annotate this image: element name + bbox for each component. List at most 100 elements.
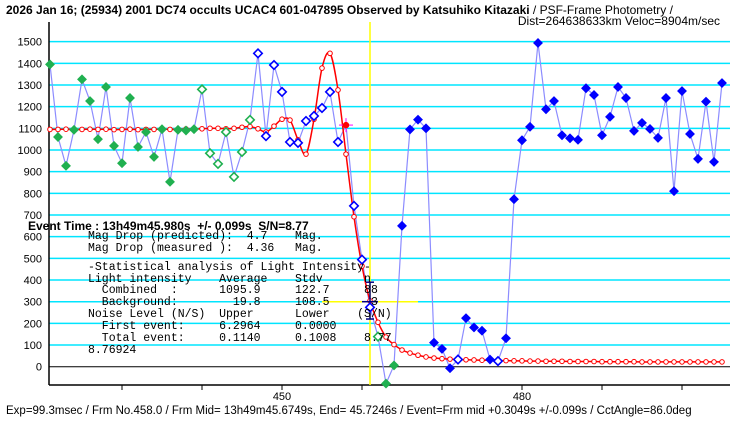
model-point	[535, 358, 541, 364]
model-point	[111, 126, 117, 133]
observed-point	[429, 337, 439, 348]
event-time: Event Time : 13h49m45.980s +/- 0.099s S/…	[28, 219, 309, 233]
observed-point	[661, 93, 671, 103]
model-point	[383, 334, 389, 340]
observed-point	[125, 93, 135, 103]
observed-point	[244, 114, 256, 126]
y-tick-label: 1400	[18, 58, 42, 70]
observed-point	[324, 86, 336, 98]
observed-point	[573, 134, 583, 145]
model-point	[423, 354, 429, 360]
observed-point	[492, 355, 504, 367]
model-point	[319, 65, 325, 71]
observed-point	[701, 96, 711, 107]
observed-point	[685, 129, 695, 139]
y-tick-label: 400	[24, 275, 42, 287]
observed-point	[389, 360, 399, 371]
observed-point	[141, 127, 151, 137]
model-point	[119, 126, 125, 133]
observed-point	[517, 135, 527, 146]
observed-point	[557, 130, 567, 141]
model-point	[615, 358, 621, 365]
stat-line: Background: 19.8 108.5 3	[88, 296, 378, 309]
model-point	[503, 357, 509, 364]
model-point	[95, 126, 101, 133]
model-point	[583, 358, 589, 365]
model-point	[103, 126, 109, 132]
model-point	[335, 87, 341, 93]
chart-subtitle: Dist=264638633km Veloc=8904m/sec	[517, 14, 720, 28]
stat-line: 8.76924	[88, 344, 137, 357]
model-point	[671, 359, 677, 365]
model-point	[231, 125, 237, 132]
observed-point	[292, 137, 304, 149]
model-point	[135, 126, 141, 133]
observed-point	[613, 81, 623, 92]
model-point	[543, 358, 549, 365]
observed-point	[93, 134, 103, 145]
observed-point	[397, 220, 407, 231]
observed-point	[268, 59, 280, 71]
observed-point	[157, 124, 167, 135]
model-point	[439, 355, 445, 362]
observed-point	[348, 200, 360, 212]
model-point	[343, 151, 349, 157]
model-point	[567, 358, 573, 365]
model-point	[151, 126, 157, 133]
observed-point	[629, 125, 639, 136]
observed-point	[284, 136, 296, 148]
observed-point	[381, 378, 391, 389]
observed-point	[597, 130, 607, 141]
observed-point	[189, 124, 199, 135]
observed-point	[260, 130, 272, 142]
observed-point	[413, 114, 423, 125]
title-main: 2026 Jan 16; (25934) 2001 DC74 occults U…	[6, 3, 530, 17]
observed-point	[204, 147, 216, 159]
y-tick-label: 900	[24, 167, 42, 179]
y-tick-label: 700	[24, 210, 42, 222]
observed-point	[316, 102, 328, 114]
stat-line: Mag Drop (measured ): 4.36 Mag.	[88, 242, 323, 255]
observed-point	[485, 354, 495, 365]
observed-point	[605, 111, 615, 122]
observed-point	[533, 38, 543, 48]
model-point	[575, 358, 581, 365]
observed-point	[45, 59, 55, 70]
y-tick-label: 600	[24, 232, 42, 244]
observed-point	[212, 158, 224, 170]
observed-point	[61, 160, 71, 171]
observed-point	[228, 171, 240, 183]
model-point	[663, 359, 669, 365]
model-point	[599, 358, 605, 365]
model-point	[719, 359, 725, 365]
model-point	[167, 126, 173, 133]
observed-point	[342, 121, 350, 129]
model-point	[631, 358, 637, 365]
footer-info: Exp=99.3msec / Frm No.458.0 / Frm Mid= 1…	[6, 405, 692, 417]
model-point	[239, 124, 245, 131]
model-point	[471, 357, 477, 363]
observed-point	[196, 83, 208, 95]
model-point	[199, 125, 205, 132]
model-point	[527, 358, 533, 364]
observed-point	[452, 354, 464, 365]
observed-point	[501, 333, 511, 344]
y-tick-label: 1500	[18, 37, 42, 49]
model-point	[415, 352, 421, 359]
y-tick-label: 100	[24, 340, 42, 352]
stat-line: First event: 6.2964 0.0000	[88, 320, 337, 333]
stat-line: Light intensity Average Stdv n	[88, 273, 371, 286]
model-point	[519, 358, 525, 364]
model-point	[271, 123, 277, 129]
model-point	[623, 358, 629, 365]
model-point	[127, 126, 133, 132]
x-tick-label: 480	[513, 391, 531, 403]
model-point	[447, 356, 453, 362]
model-point	[591, 358, 597, 365]
y-tick-label: 500	[24, 253, 42, 265]
observed-point	[364, 301, 376, 313]
observed-point	[541, 104, 551, 115]
model-point	[279, 116, 285, 123]
model-point	[327, 50, 333, 57]
observed-point	[332, 136, 344, 148]
